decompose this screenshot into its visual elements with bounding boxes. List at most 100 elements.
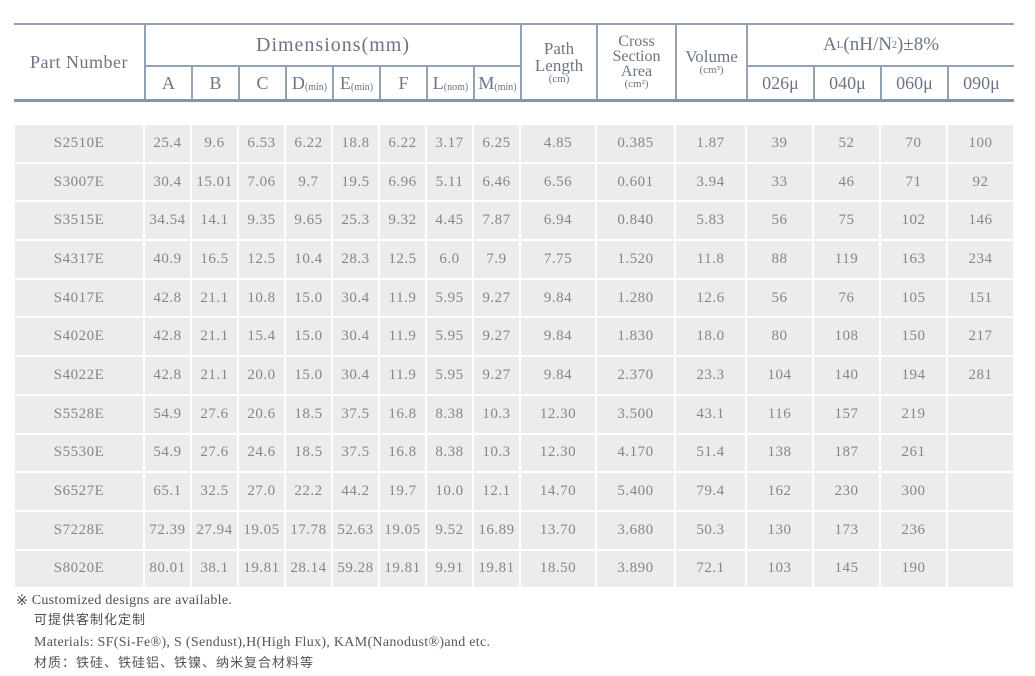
value-cell: 230 xyxy=(813,472,880,511)
note-customized-cn: 可提供客制化定制 xyxy=(34,613,147,628)
value-cell: 40.9 xyxy=(144,240,191,279)
path-length-line1: Path xyxy=(543,38,575,58)
value-cell: 30.4 xyxy=(332,356,379,395)
value-cell: 23.3 xyxy=(675,356,746,395)
value-cell: 52.63 xyxy=(332,510,379,550)
value-cell: 16.8 xyxy=(379,433,426,473)
value-cell: 9.91 xyxy=(426,549,473,589)
value-cell: 5.95 xyxy=(426,317,473,357)
value-cell: 14.70 xyxy=(520,472,596,511)
value-cell: 27.94 xyxy=(191,510,238,550)
value-cell: 18.8 xyxy=(332,124,379,163)
value-cell: 54.9 xyxy=(144,394,191,434)
value-cell: 16.8 xyxy=(379,394,426,434)
al-superscript: 2 xyxy=(891,39,897,51)
value-cell: 18.50 xyxy=(520,549,596,589)
value-cell: 9.27 xyxy=(473,278,520,318)
value-cell: 21.1 xyxy=(191,278,238,318)
value-cell: 7.9 xyxy=(473,240,520,279)
header-al: A L (nH/N 2)±8% xyxy=(746,25,1014,67)
value-cell: 1.280 xyxy=(596,278,675,318)
value-cell: 12.5 xyxy=(379,240,426,279)
table-row: S8020E 80.01 38.1 19.81 28.14 59.28 19.81 9.91 1… xyxy=(14,549,1014,589)
value-cell: 42.8 xyxy=(144,278,191,318)
al-subscript: L xyxy=(836,39,844,51)
value-cell: 50.3 xyxy=(675,510,746,550)
value-cell: 6.96 xyxy=(379,162,426,202)
value-cell: 27.6 xyxy=(191,433,238,473)
reference-mark: ※ xyxy=(16,593,28,609)
header-col-a: A xyxy=(144,67,191,99)
value-cell: 173 xyxy=(813,510,880,550)
value-cell: 21.1 xyxy=(191,317,238,357)
value-cell: 80.01 xyxy=(144,549,191,589)
value-cell: 25.3 xyxy=(332,201,379,241)
table-row: S4017E 42.8 21.1 10.8 15.0 30.4 11.9 5.95 9.27 9.… xyxy=(14,278,1014,318)
value-cell xyxy=(947,472,1014,511)
path-length-line2: Length xyxy=(534,55,584,75)
value-cell: 46 xyxy=(813,162,880,202)
col-letter: B xyxy=(209,72,222,93)
value-cell: 10.8 xyxy=(238,278,285,318)
value-cell: 234 xyxy=(947,240,1014,279)
header-volume: Volume (cm³) xyxy=(675,25,746,99)
header-col-m: M (min) xyxy=(473,67,520,99)
col-letter: C xyxy=(256,72,269,93)
value-cell: 25.4 xyxy=(144,124,191,163)
header-col-d: D (min) xyxy=(285,67,332,99)
header-part-number: Part Number xyxy=(30,51,128,72)
header-path-length: Path Length (cm) xyxy=(520,25,596,99)
col-qualifier: (min) xyxy=(350,81,374,93)
note-materials-cn: 材质：铁硅、铁硅铝、铁镍、纳米复合材料等 xyxy=(34,656,315,671)
part-number-cell: S4022E xyxy=(14,356,144,395)
value-cell: 19.7 xyxy=(379,472,426,511)
part-number-cell: S5530E xyxy=(14,433,144,473)
value-cell: 104 xyxy=(746,356,813,395)
part-number-cell: S3515E xyxy=(14,201,144,241)
value-cell: 32.5 xyxy=(191,472,238,511)
value-cell: 20.6 xyxy=(238,394,285,434)
value-cell: 15.0 xyxy=(285,356,332,395)
value-cell: 102 xyxy=(880,201,947,241)
table-row: S7228E 72.39 27.94 19.05 17.78 52.63 19.05 9.52… xyxy=(14,510,1014,550)
al-main: A xyxy=(822,34,837,55)
value-cell: 8.38 xyxy=(426,433,473,473)
part-number-cell: S5528E xyxy=(14,394,144,434)
header-col-090u: 090μ xyxy=(947,67,1014,99)
header-col-b: B xyxy=(191,67,238,99)
value-cell: 39 xyxy=(746,124,813,163)
value-cell: 37.5 xyxy=(332,394,379,434)
value-cell: 138 xyxy=(746,433,813,473)
part-number-cell: S4317E xyxy=(14,240,144,279)
value-cell: 27.6 xyxy=(191,394,238,434)
value-cell: 17.78 xyxy=(285,510,332,550)
value-cell: 3.17 xyxy=(426,124,473,163)
value-cell: 56 xyxy=(746,201,813,241)
value-cell: 19.05 xyxy=(238,510,285,550)
value-cell: 28.3 xyxy=(332,240,379,279)
value-cell: 43.1 xyxy=(675,394,746,434)
value-cell: 15.0 xyxy=(285,317,332,357)
value-cell: 3.680 xyxy=(596,510,675,550)
table-row: S5530E 54.9 27.6 24.6 18.5 37.5 16.8 8.38 10.3 12… xyxy=(14,433,1014,473)
table-row: S6527E 65.1 32.5 27.0 22.2 44.2 19.7 10.0 12.1 14… xyxy=(14,472,1014,511)
value-cell: 0.601 xyxy=(596,162,675,202)
value-cell: 15.01 xyxy=(191,162,238,202)
value-cell: 1.87 xyxy=(675,124,746,163)
value-cell: 5.11 xyxy=(426,162,473,202)
value-cell: 146 xyxy=(947,201,1014,241)
value-cell: 116 xyxy=(746,394,813,434)
value-cell: 194 xyxy=(880,356,947,395)
note-materials-en: Materials: SF(Si-Fe®), S (Sendust),H(Hig… xyxy=(34,635,491,650)
value-cell: 163 xyxy=(880,240,947,279)
value-cell: 72.1 xyxy=(675,549,746,589)
value-cell: 3.500 xyxy=(596,394,675,434)
col-letter: L xyxy=(432,72,444,93)
header-col-e: E (min) xyxy=(332,67,379,99)
value-cell: 21.1 xyxy=(191,356,238,395)
al-mid: (nH/N xyxy=(843,34,892,55)
value-cell: 13.70 xyxy=(520,510,596,550)
header-col-l: L (nom) xyxy=(426,67,473,99)
value-cell: 150 xyxy=(880,317,947,357)
cross-section-line1: Cross xyxy=(618,33,655,50)
